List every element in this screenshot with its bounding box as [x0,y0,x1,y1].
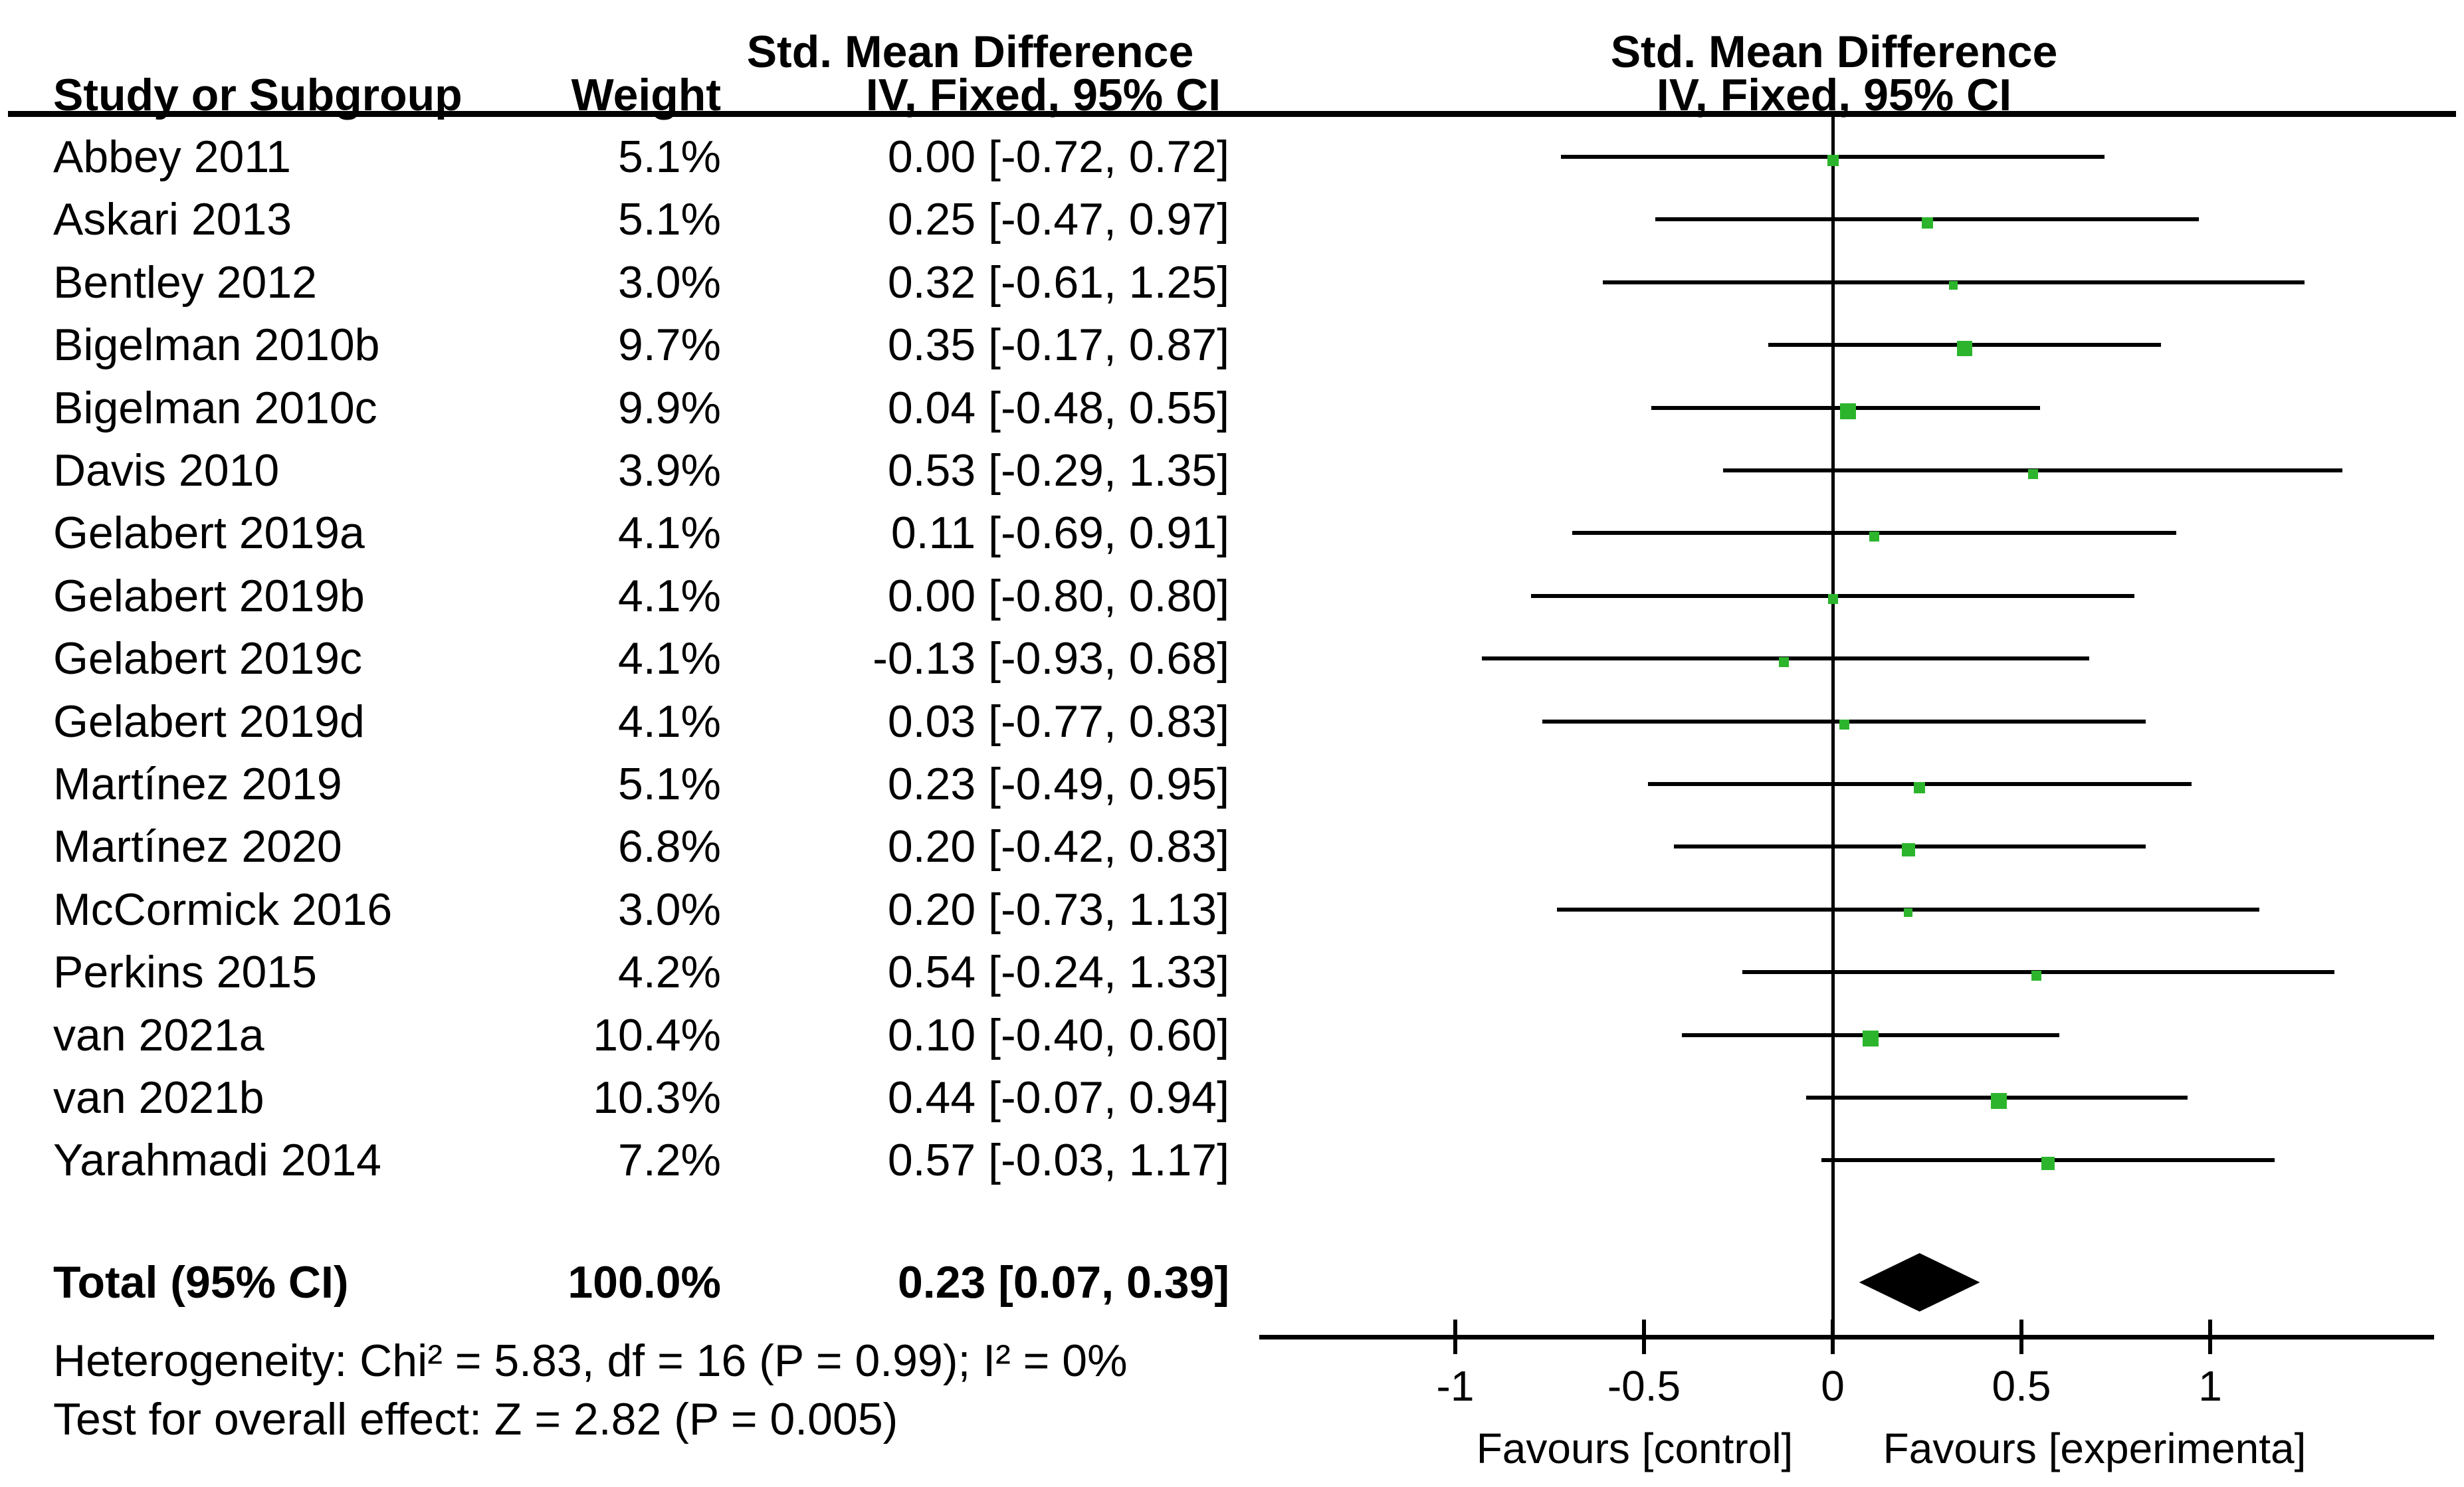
study-weight: 9.7% [618,320,721,371]
effect-marker [1862,1030,1879,1046]
study-ci-text: 0.20 [-0.42, 0.83] [887,821,1229,872]
study-ci-text: 0.35 [-0.17, 0.87] [887,320,1229,371]
study-ci-text: 0.57 [-0.03, 1.17] [887,1135,1229,1186]
study-name: van 2021a [53,1009,264,1060]
study-weight: 4.1% [618,508,721,559]
effect-marker [1949,281,1958,290]
study-ci-text: 0.00 [-0.80, 0.80] [887,570,1229,621]
study-weight: 10.3% [593,1072,721,1123]
plot-effect-header-line2: IV, Fixed, 95% CI [1656,70,2012,120]
effect-marker [1990,1093,2007,1109]
axis-tick-label: -0.5 [1607,1362,1681,1410]
axis-tick [1642,1320,1646,1354]
study-ci-text: 0.03 [-0.77, 0.83] [887,696,1229,747]
study-name: van 2021b [53,1072,264,1123]
study-weight: 3.0% [618,884,721,935]
study-name: Gelabert 2019d [53,696,365,747]
axis-tick-label: 0 [1821,1362,1845,1410]
effect-marker [1778,656,1789,667]
study-name: Perkins 2015 [53,947,317,998]
total-ci-text: 0.23 [0.07, 0.39] [897,1257,1229,1308]
study-name: Bentley 2012 [53,256,317,308]
heterogeneity-text: Heterogeneity: Chi² = 5.83, df = 16 (P =… [53,1336,1128,1386]
study-name: Martínez 2020 [53,821,342,872]
table-effect-header-line1: Std. Mean Difference [746,27,1194,77]
weight-column-header: Weight [571,70,721,120]
axis-tick [1831,1320,1835,1354]
study-name: Abbey 2011 [53,132,291,182]
effect-marker [2031,970,2042,981]
overall-effect-text: Test for overall effect: Z = 2.82 (P = 0… [53,1394,898,1444]
effect-marker [2027,468,2038,479]
study-weight: 5.1% [618,194,721,245]
effect-marker [1901,843,1915,857]
effect-marker [1869,531,1879,542]
study-ci-text: -0.13 [-0.93, 0.68] [873,633,1229,684]
study-name: Gelabert 2019b [53,570,365,621]
study-name: Davis 2010 [53,445,280,496]
study-name: Gelabert 2019a [53,508,365,559]
favours-control-label: Favours [control] [1476,1425,1794,1472]
study-ci-text: 0.00 [-0.72, 0.72] [887,132,1229,182]
study-name: Bigelman 2010b [53,320,380,371]
summary-diamond [1859,1253,1980,1312]
study-weight: 4.1% [618,696,721,747]
axis-tick-label: -1 [1436,1362,1475,1410]
study-weight: 4.2% [618,947,721,998]
study-name: McCormick 2016 [53,884,393,935]
study-ci-text: 0.32 [-0.61, 1.25] [887,256,1229,308]
study-ci-text: 0.04 [-0.48, 0.55] [887,382,1229,433]
header-rule [8,111,2456,117]
study-weight: 7.2% [618,1135,721,1186]
study-weight: 3.9% [618,445,721,496]
study-ci-text: 0.20 [-0.73, 1.13] [887,884,1229,935]
study-weight: 10.4% [593,1009,721,1060]
effect-marker [1904,908,1913,918]
study-ci-text: 0.44 [-0.07, 0.94] [887,1072,1229,1123]
study-ci-text: 0.25 [-0.47, 0.97] [887,194,1229,245]
axis-tick-label: 1 [2198,1362,2222,1410]
study-weight: 3.0% [618,256,721,308]
effect-marker [1957,340,1973,356]
favours-experimental-label: Favours [experimenta] [1883,1425,2307,1472]
study-weight: 9.9% [618,382,721,433]
effect-marker [1827,154,1839,166]
study-ci-text: 0.10 [-0.40, 0.60] [887,1009,1229,1060]
table-effect-header-line2: IV, Fixed, 95% CI [865,70,1221,120]
study-column-header: Study or Subgroup [53,70,462,120]
effect-marker [1827,594,1838,605]
axis-tick [2019,1320,2023,1354]
x-axis-line [1259,1335,2434,1339]
study-weight: 4.1% [618,633,721,684]
effect-marker [2041,1157,2055,1171]
study-weight: 5.1% [618,132,721,182]
plot-effect-header-line1: Std. Mean Difference [1610,27,2058,77]
axis-tick [1453,1320,1457,1354]
total-label: Total (95% CI) [53,1257,349,1308]
study-name: Gelabert 2019c [53,633,362,684]
study-name: Yarahmadi 2014 [53,1135,381,1186]
effect-marker [1914,781,1926,793]
zero-line [1831,117,1835,1337]
study-ci-text: 0.53 [-0.29, 1.35] [887,445,1229,496]
study-weight: 5.1% [618,759,721,809]
study-weight: 4.1% [618,570,721,621]
axis-tick [2208,1320,2212,1354]
study-name: Bigelman 2010c [53,382,377,433]
study-name: Martínez 2019 [53,759,342,809]
study-ci-text: 0.23 [-0.49, 0.95] [887,759,1229,809]
effect-marker [1839,720,1849,730]
total-weight: 100.0% [567,1257,721,1308]
study-ci-text: 0.54 [-0.24, 1.33] [887,947,1229,998]
study-ci-text: 0.11 [-0.69, 0.91] [890,508,1229,559]
effect-marker [1921,217,1933,229]
effect-marker [1839,403,1856,419]
study-weight: 6.8% [618,821,721,872]
study-name: Askari 2013 [53,194,292,245]
axis-tick-label: 0.5 [1992,1362,2051,1410]
